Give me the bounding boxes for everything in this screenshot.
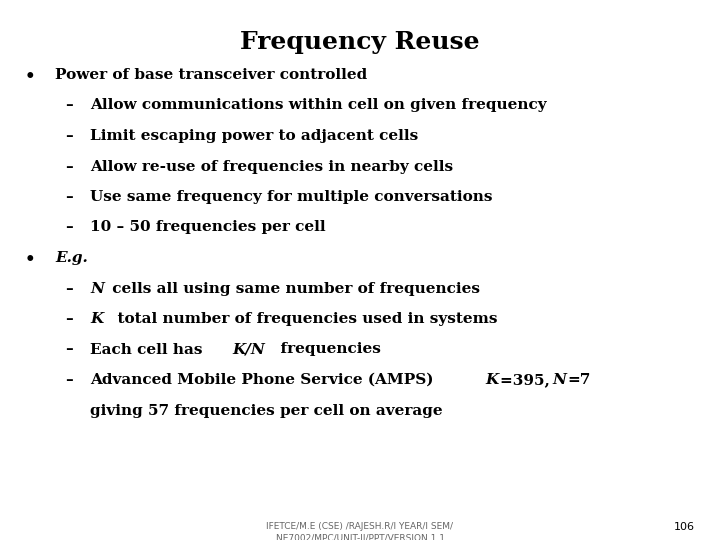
Text: –: –	[65, 98, 73, 112]
Text: –: –	[65, 220, 73, 234]
Text: Power of base transceiver controlled: Power of base transceiver controlled	[55, 68, 367, 82]
Text: frequencies: frequencies	[270, 342, 381, 356]
Text: Frequency Reuse: Frequency Reuse	[240, 30, 480, 54]
Text: K/N: K/N	[232, 342, 265, 356]
Text: –: –	[65, 129, 73, 143]
Text: –: –	[65, 342, 73, 356]
Text: •: •	[24, 251, 35, 268]
Text: Allow communications within cell on given frequency: Allow communications within cell on give…	[90, 98, 546, 112]
Text: –: –	[65, 373, 73, 387]
Text: E.g.: E.g.	[55, 251, 88, 265]
Text: K: K	[485, 373, 498, 387]
Text: IFETCE/M.E (CSE) /RAJESH.R/I YEAR/I SEM/
NE7002/MPC/UNIT-II/PPT/VERSION 1.1: IFETCE/M.E (CSE) /RAJESH.R/I YEAR/I SEM/…	[266, 522, 454, 540]
Text: Advanced Mobile Phone Service (AMPS): Advanced Mobile Phone Service (AMPS)	[90, 373, 438, 387]
Text: Limit escaping power to adjacent cells: Limit escaping power to adjacent cells	[90, 129, 418, 143]
Text: Use same frequency for multiple conversations: Use same frequency for multiple conversa…	[90, 190, 492, 204]
Text: total number of frequencies used in systems: total number of frequencies used in syst…	[107, 312, 498, 326]
Text: 106: 106	[674, 522, 695, 532]
Text: Each cell has: Each cell has	[90, 342, 208, 356]
Text: giving 57 frequencies per cell on average: giving 57 frequencies per cell on averag…	[90, 403, 443, 417]
Text: =7: =7	[567, 373, 590, 387]
Text: cells all using same number of frequencies: cells all using same number of frequenci…	[107, 281, 480, 295]
Text: N: N	[90, 281, 104, 295]
Text: •: •	[24, 68, 35, 85]
Text: 10 – 50 frequencies per cell: 10 – 50 frequencies per cell	[90, 220, 325, 234]
Text: K: K	[90, 312, 103, 326]
Text: Allow re-use of frequencies in nearby cells: Allow re-use of frequencies in nearby ce…	[90, 159, 453, 173]
Text: –: –	[65, 312, 73, 326]
Text: –: –	[65, 281, 73, 295]
Text: –: –	[65, 190, 73, 204]
Text: N: N	[552, 373, 567, 387]
Text: –: –	[65, 159, 73, 173]
Text: =395,: =395,	[500, 373, 554, 387]
